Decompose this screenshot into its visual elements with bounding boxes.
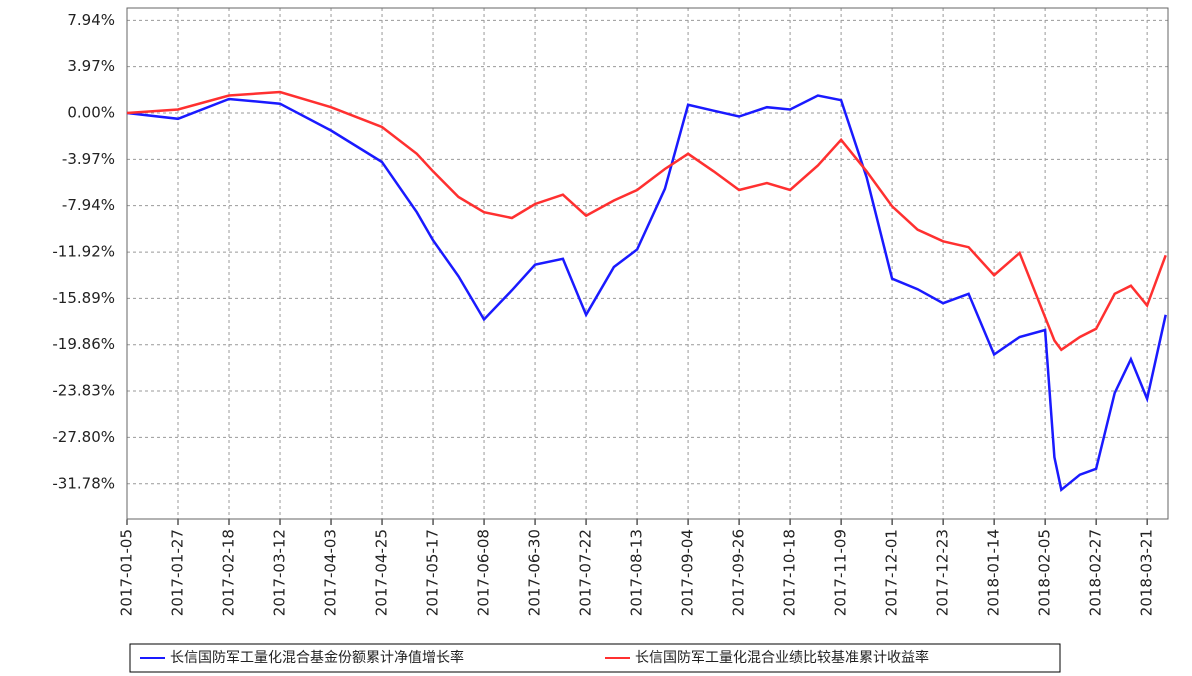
plot-frame xyxy=(127,8,1168,519)
legend-label: 长信国防军工量化混合业绩比较基准累计收益率 xyxy=(635,649,929,666)
data-line xyxy=(127,92,1166,350)
x-tick-label: 2017-02-18 xyxy=(220,529,238,616)
y-tick-label: -31.78% xyxy=(52,474,115,492)
x-tick-label: 2017-09-04 xyxy=(679,529,697,616)
data-line xyxy=(127,96,1166,490)
legend: 长信国防军工量化混合基金份额累计净值增长率 长信国防军工量化混合业绩比较基准累计收… xyxy=(130,644,1060,672)
x-tick-label: 2017-01-27 xyxy=(169,529,187,616)
x-tick-label: 2017-01-05 xyxy=(118,529,136,616)
y-tick-label: -3.97% xyxy=(62,150,115,168)
x-tick-label: 2017-11-09 xyxy=(832,529,850,616)
x-tick-label: 2017-09-26 xyxy=(730,529,748,616)
y-tick-label: -23.83% xyxy=(52,382,115,400)
x-tick-label: 2017-12-01 xyxy=(883,529,901,616)
y-tick-label: 0.00% xyxy=(67,104,115,122)
y-tick-label: -27.80% xyxy=(52,428,115,446)
chart: 7.94% 3.97% 0.00% -3.97% -7.94% -11.92% -15.89… xyxy=(0,0,1192,676)
x-tick-label: 2017-05-17 xyxy=(424,529,442,616)
x-tick-label: 2017-04-03 xyxy=(322,529,340,616)
y-tick-label: 7.94% xyxy=(67,11,115,29)
y-tick-label: 3.97% xyxy=(67,57,115,75)
x-tick-label: 2018-02-27 xyxy=(1087,529,1105,616)
x-tick-label: 2017-03-12 xyxy=(271,529,289,616)
y-tick-label: -7.94% xyxy=(62,196,115,214)
x-tick-label: 2017-06-08 xyxy=(475,529,493,616)
legend-label: 长信国防军工量化混合基金份额累计净值增长率 xyxy=(170,649,464,666)
x-tick-label: 2018-02-05 xyxy=(1036,529,1054,616)
x-tick-label: 2017-12-23 xyxy=(934,529,952,616)
x-tick-label: 2017-04-25 xyxy=(373,529,391,616)
y-tick-label: -11.92% xyxy=(52,243,115,261)
y-tick-label: -19.86% xyxy=(52,335,115,353)
x-tick-label: 2017-10-18 xyxy=(781,529,799,616)
x-tick-label: 2018-01-14 xyxy=(985,529,1003,616)
x-tick-label: 2018-03-21 xyxy=(1138,529,1156,616)
y-tick-label: -15.89% xyxy=(52,289,115,307)
x-tick-label: 2017-06-30 xyxy=(526,529,544,616)
x-tick-label: 2017-07-22 xyxy=(577,529,595,616)
x-tick-label: 2017-08-13 xyxy=(628,529,646,616)
